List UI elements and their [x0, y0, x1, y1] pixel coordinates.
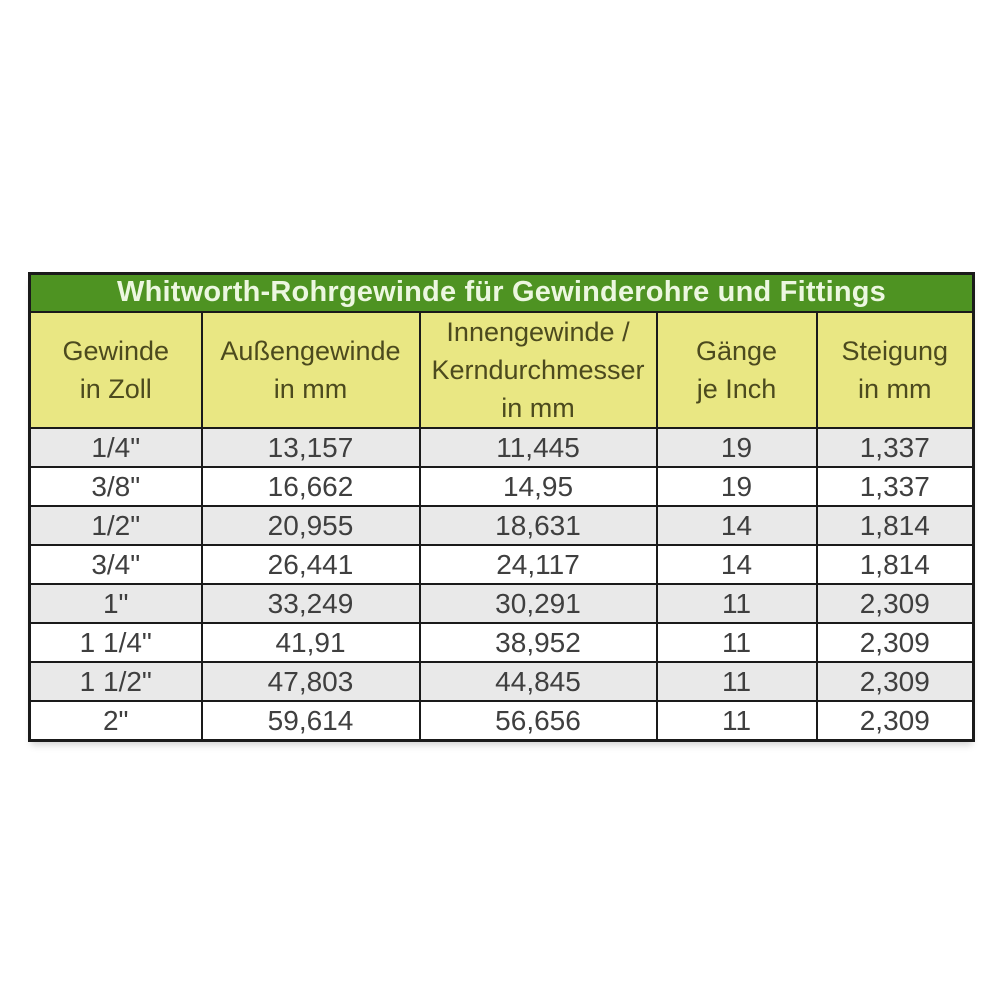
column-header-2: Außengewinde in mm — [200, 310, 421, 430]
cell-r8-c1: 2" — [28, 700, 203, 742]
column-header-row: Gewinde in Zoll Außengewinde in mm Innenge… — [28, 310, 975, 430]
cell-r7-c3: 44,845 — [418, 661, 658, 703]
cell-r8-c5: 2,309 — [815, 700, 975, 742]
column-header-1: Gewinde in Zoll — [28, 310, 203, 430]
table-row-5: 1" 33,249 30,291 11 2,309 — [28, 583, 975, 625]
cell-r7-c2: 47,803 — [200, 661, 421, 703]
cell-r3-c5: 1,814 — [815, 505, 975, 547]
column-header-5: Steigung in mm — [815, 310, 975, 430]
cell-r5-c4: 11 — [655, 583, 818, 625]
cell-r7-c5: 2,309 — [815, 661, 975, 703]
cell-r2-c1: 3/8" — [28, 466, 203, 508]
cell-r3-c2: 20,955 — [200, 505, 421, 547]
cell-r6-c5: 2,309 — [815, 622, 975, 664]
cell-r4-c4: 14 — [655, 544, 818, 586]
table-body: 1/4" 13,157 11,445 19 1,337 3/8" 16,662 14,95 19… — [28, 427, 975, 742]
column-header-4: Gänge je Inch — [655, 310, 818, 430]
table-row-7: 1 1/2" 47,803 44,845 11 2,309 — [28, 661, 975, 703]
table-title: Whitworth-Rohrgewinde für Gewinderohre u… — [28, 272, 975, 313]
table-row-8: 2" 59,614 56,656 11 2,309 — [28, 700, 975, 742]
cell-r6-c3: 38,952 — [418, 622, 658, 664]
cell-r2-c3: 14,95 — [418, 466, 658, 508]
table-row-4: 3/4" 26,441 24,117 14 1,814 — [28, 544, 975, 586]
cell-r4-c3: 24,117 — [418, 544, 658, 586]
cell-r4-c1: 3/4" — [28, 544, 203, 586]
cell-r7-c1: 1 1/2" — [28, 661, 203, 703]
cell-r1-c3: 11,445 — [418, 427, 658, 469]
cell-r6-c1: 1 1/4" — [28, 622, 203, 664]
cell-r1-c2: 13,157 — [200, 427, 421, 469]
column-header-3: Innengewinde / Kerndurchmesser in mm — [418, 310, 658, 430]
table-row-6: 1 1/4" 41,91 38,952 11 2,309 — [28, 622, 975, 664]
cell-r5-c2: 33,249 — [200, 583, 421, 625]
cell-r2-c5: 1,337 — [815, 466, 975, 508]
cell-r4-c2: 26,441 — [200, 544, 421, 586]
table-row-2: 3/8" 16,662 14,95 19 1,337 — [28, 466, 975, 508]
cell-r1-c4: 19 — [655, 427, 818, 469]
cell-r8-c2: 59,614 — [200, 700, 421, 742]
cell-r8-c4: 11 — [655, 700, 818, 742]
cell-r7-c4: 11 — [655, 661, 818, 703]
cell-r3-c1: 1/2" — [28, 505, 203, 547]
cell-r5-c3: 30,291 — [418, 583, 658, 625]
cell-r1-c1: 1/4" — [28, 427, 203, 469]
cell-r8-c3: 56,656 — [418, 700, 658, 742]
cell-r5-c1: 1" — [28, 583, 203, 625]
cell-r3-c4: 14 — [655, 505, 818, 547]
cell-r2-c4: 19 — [655, 466, 818, 508]
whitworth-thread-table: Whitworth-Rohrgewinde für Gewinderohre u… — [28, 272, 976, 742]
cell-r5-c5: 2,309 — [815, 583, 975, 625]
cell-r6-c2: 41,91 — [200, 622, 421, 664]
cell-r4-c5: 1,814 — [815, 544, 975, 586]
cell-r1-c5: 1,337 — [815, 427, 975, 469]
title-row: Whitworth-Rohrgewinde für Gewinderohre u… — [28, 272, 975, 313]
cell-r6-c4: 11 — [655, 622, 818, 664]
table-row-1: 1/4" 13,157 11,445 19 1,337 — [28, 427, 975, 469]
cell-r3-c3: 18,631 — [418, 505, 658, 547]
cell-r2-c2: 16,662 — [200, 466, 421, 508]
table-row-3: 1/2" 20,955 18,631 14 1,814 — [28, 505, 975, 547]
